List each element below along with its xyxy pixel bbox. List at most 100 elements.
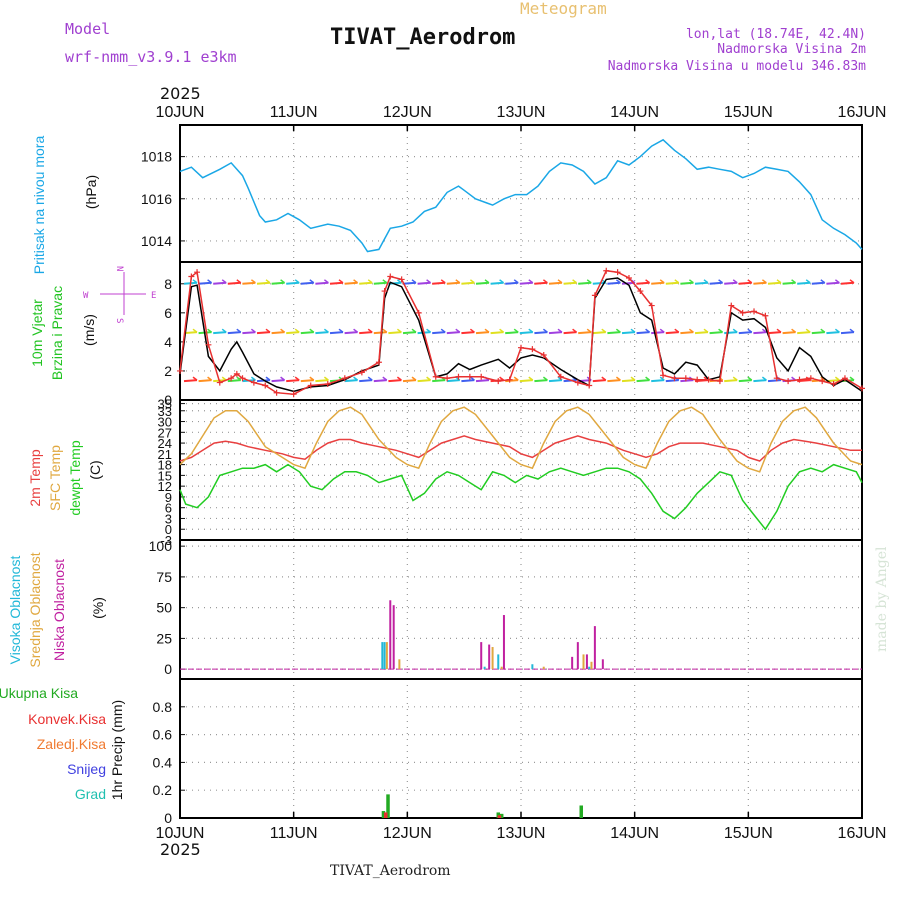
wind-barb-head <box>572 328 578 333</box>
wind-barb-head <box>280 376 286 381</box>
wind-barb-head <box>484 328 490 333</box>
wind-barb <box>534 379 548 383</box>
bar-cloud-cloud_low <box>576 642 579 670</box>
bar-cloud-cloud_high <box>497 654 500 670</box>
y-tick-label: 24 <box>158 436 172 451</box>
x-tick-label-top: 16JUN <box>838 104 887 121</box>
wind-barb <box>680 379 694 383</box>
bar-precip-precip_conv <box>497 815 502 818</box>
wind-barb-head <box>323 328 329 333</box>
gust-marker <box>694 376 701 383</box>
wind-barb <box>665 281 679 285</box>
wind-barb-head <box>776 328 782 333</box>
wind-side-label-2: Brzina i Pravac <box>49 286 65 380</box>
wind-barb <box>782 331 796 335</box>
wind-barb-head <box>426 279 432 284</box>
wind-barb-head <box>645 328 651 333</box>
gust-marker <box>233 370 240 377</box>
wind-barb <box>797 331 811 335</box>
wind-barb <box>373 379 387 383</box>
panel-frame <box>179 678 863 819</box>
gust-marker <box>574 379 581 386</box>
wind-barb-head <box>513 376 519 381</box>
gust-marker <box>785 378 792 385</box>
bar-cloud-cloud_low <box>585 654 588 670</box>
wind-barb-head <box>528 376 534 381</box>
y-tick-label: 0.2 <box>153 782 173 798</box>
wind-barb-head <box>674 328 680 333</box>
wind-barb-head <box>250 328 256 333</box>
y-tick-label: 2 <box>164 363 172 379</box>
panel-frame <box>179 539 863 680</box>
wind-barb-head <box>557 279 563 284</box>
bar-cloud-cloud_mid <box>491 647 494 670</box>
wind-barb-head <box>236 376 242 381</box>
bar-cloud-cloud_mid <box>385 642 388 670</box>
cloud-side-label-1: Visoka Oblacnost <box>7 556 23 665</box>
wind-barb-head <box>265 328 271 333</box>
wind-barb-head <box>455 279 461 284</box>
y-tick-label: 50 <box>156 600 172 616</box>
gust-marker <box>518 344 524 351</box>
y-tick-label: -3 <box>160 533 172 548</box>
y-tick-label: 0 <box>164 392 172 408</box>
wind-barb <box>271 331 285 335</box>
y-tick-label: 0 <box>165 522 172 537</box>
wind-barb <box>651 281 665 285</box>
gust-marker <box>506 376 513 383</box>
gust-marker <box>557 373 564 380</box>
gust-marker <box>614 269 621 276</box>
y-tick-label: 1018 <box>141 149 172 165</box>
wind-barb-head <box>367 328 373 333</box>
wind-barb <box>344 331 358 335</box>
wind-barb-head <box>615 279 621 284</box>
wind-barb <box>227 379 241 383</box>
wind-barb <box>519 281 533 285</box>
bar-cloud-cloud_low <box>488 644 491 670</box>
wind-barb <box>767 379 782 383</box>
wind-barb-head <box>513 328 519 333</box>
wind-barb <box>694 281 709 285</box>
wind-barb <box>651 331 665 335</box>
x-tick-label-bottom: 12JUN <box>383 825 432 842</box>
bar-precip-precip_conv <box>383 812 388 818</box>
wind-barb <box>475 281 490 285</box>
gust-marker <box>466 373 473 380</box>
wind-barb-head <box>411 376 417 381</box>
wind-barb <box>402 281 417 285</box>
bar-precip-precip_total <box>579 805 583 818</box>
wind-barb <box>198 379 212 383</box>
precip-label-conv: Konvek.Kisa <box>28 711 106 727</box>
wind-barb-head <box>499 376 505 381</box>
wind-barb <box>329 281 344 285</box>
y-tick-label: 21 <box>158 447 172 462</box>
wind-barb <box>607 331 621 335</box>
wind-barb-head <box>572 279 578 284</box>
wind-barb <box>811 331 825 335</box>
wind-barb <box>359 281 373 285</box>
wind-barb-head <box>732 328 738 333</box>
meteogram-label: Meteogram <box>520 0 607 18</box>
bar-precip-precip_total <box>381 811 386 818</box>
wind-barb <box>227 281 241 285</box>
wind-barb <box>402 379 417 383</box>
gust-marker <box>739 309 746 316</box>
wind-barb-head <box>207 279 213 284</box>
y-tick-label: 25 <box>156 630 172 646</box>
bar-cloud-cloud_low <box>601 659 604 670</box>
temp-unit: (C) <box>87 460 103 479</box>
gust-marker <box>188 273 195 280</box>
elevation-label: Nadmorska Visina 2m <box>717 42 866 57</box>
gust-marker <box>205 341 212 348</box>
wind-barb-head <box>323 376 329 381</box>
y-tick-label: 0.4 <box>153 754 173 770</box>
bar-cloud-cloud_low <box>392 605 395 670</box>
wind-barb-head <box>499 279 505 284</box>
wind-barb <box>548 331 563 335</box>
wind-barb <box>388 331 402 335</box>
gust-marker <box>807 375 814 382</box>
wind-barb <box>505 331 519 335</box>
wind-barb <box>534 281 548 285</box>
wind-barb-head <box>280 279 286 284</box>
wind-barb-head <box>455 328 461 333</box>
